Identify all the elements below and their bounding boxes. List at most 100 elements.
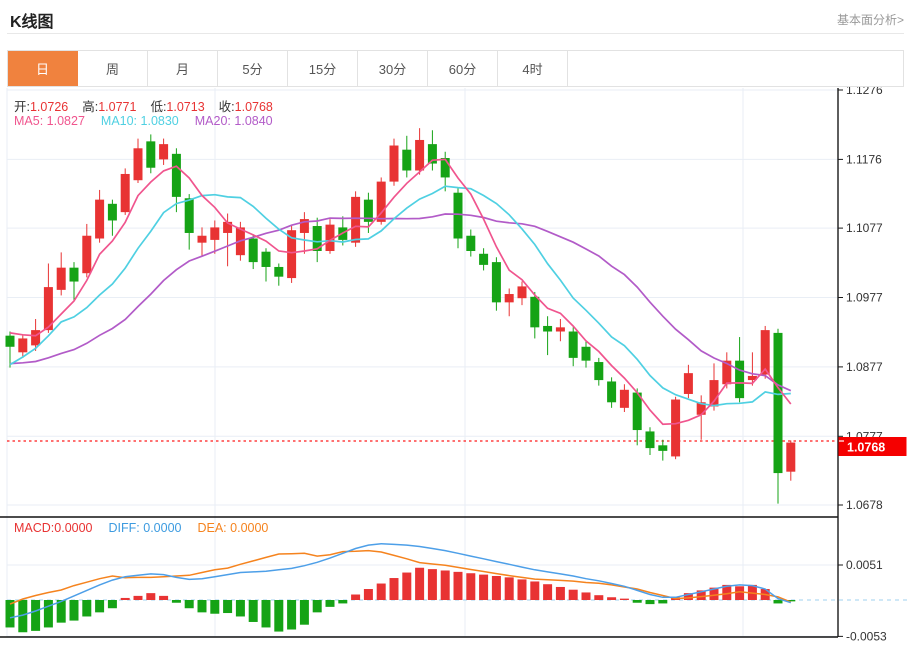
header-divider xyxy=(7,33,904,34)
price-axis-label: 1.0877 xyxy=(846,360,883,374)
macd-histogram-bar xyxy=(31,600,41,631)
macd-axis-label: -0.0053 xyxy=(846,629,887,643)
ma20-readout: MA20: 1.0840 xyxy=(194,114,273,128)
tab-30min[interactable]: 30分 xyxy=(358,51,428,86)
candle-body xyxy=(722,360,732,385)
macd-histogram-bar xyxy=(197,600,207,613)
macd-histogram-bar xyxy=(389,578,399,600)
macd-histogram-bar xyxy=(363,589,373,600)
open-label: 开: xyxy=(14,100,30,114)
candle-body xyxy=(223,221,233,233)
macd-histogram-bar xyxy=(5,600,15,628)
candle-body xyxy=(56,267,66,290)
candle-body xyxy=(376,181,386,222)
macd-histogram-bar xyxy=(658,600,668,604)
macd-histogram-bar xyxy=(466,573,476,600)
candle-body xyxy=(543,325,553,332)
candle-body xyxy=(415,139,425,171)
price-axis-label: 1.1077 xyxy=(846,221,883,235)
macd-histogram-bar xyxy=(453,571,463,600)
candle-body xyxy=(504,294,514,303)
candle-body xyxy=(427,144,437,164)
tab-4hour[interactable]: 4时 xyxy=(498,51,568,86)
macd-histogram-bar xyxy=(786,600,796,602)
macd-histogram-bar xyxy=(773,600,783,604)
candle-body xyxy=(632,392,642,431)
macd-histogram-bar xyxy=(43,600,53,628)
candle-body xyxy=(107,203,117,221)
interval-tabbar: 日周月 5分 15分 30分 60分 4时 xyxy=(7,50,904,87)
macd-histogram-bar xyxy=(325,600,335,607)
macd-histogram-bar xyxy=(504,577,514,600)
fundamental-analysis-link[interactable]: 基本面分析> xyxy=(836,13,904,27)
candle-body xyxy=(607,381,617,403)
macd-histogram-bar xyxy=(184,600,194,609)
candle-body xyxy=(120,173,130,213)
macd-histogram-bar xyxy=(440,570,450,600)
tab-week[interactable]: 周 xyxy=(78,51,148,86)
tab-60min[interactable]: 60分 xyxy=(428,51,498,86)
candle-body xyxy=(786,442,796,472)
candle-body xyxy=(389,145,399,182)
candle-body xyxy=(440,158,450,178)
tab-month[interactable]: 月 xyxy=(148,51,218,86)
ma5-readout: MA5: 1.0827 xyxy=(14,114,85,128)
candle-body xyxy=(594,362,604,381)
candle-body xyxy=(683,373,693,394)
macd-histogram-bar xyxy=(95,600,105,613)
price-axis-label: 1.0678 xyxy=(846,498,883,512)
high-label: 高: xyxy=(82,100,99,114)
candle-body xyxy=(248,238,258,263)
tab-15min[interactable]: 15分 xyxy=(288,51,358,86)
macd-histogram-bar xyxy=(120,597,130,600)
candle-body xyxy=(491,262,501,303)
candle-body xyxy=(402,149,412,171)
diff-readout: DIFF: 0.0000 xyxy=(108,521,182,535)
candle-body xyxy=(159,144,169,160)
ma-legend: MA5: 1.0827 MA10: 1.0830 MA20: 1.0840 xyxy=(14,114,273,128)
macd-histogram-bar xyxy=(402,572,412,600)
candle-body xyxy=(530,296,540,328)
macd-histogram-bar xyxy=(619,598,629,600)
diff-line xyxy=(9,542,792,619)
tab-5min[interactable]: 5分 xyxy=(218,51,288,86)
macd-histogram-bar xyxy=(223,600,233,614)
macd-histogram-bar xyxy=(427,569,437,600)
macd-readout: MACD:0.0000 xyxy=(14,521,93,535)
macd-histogram-bar xyxy=(709,587,719,600)
last-price-tag-value: 1.0768 xyxy=(847,441,885,455)
candle-body xyxy=(747,375,757,381)
macd-histogram-bar xyxy=(543,584,553,600)
open-value: 1.0726 xyxy=(29,100,69,114)
last-price-tag xyxy=(838,437,907,456)
page-title: K线图 xyxy=(10,14,54,31)
candle-body xyxy=(658,445,668,451)
close-value: 1.0768 xyxy=(234,100,273,114)
ma5-line xyxy=(9,158,792,426)
macd-histogram-bar xyxy=(210,600,220,614)
candle-body xyxy=(43,287,53,331)
macd-histogram-bar xyxy=(133,595,143,600)
candle-body xyxy=(95,199,105,239)
macd-histogram-bar xyxy=(274,600,284,632)
candle-body xyxy=(517,286,527,299)
dea-line xyxy=(9,549,792,605)
candle-body xyxy=(18,338,28,353)
macd-histogram-bar xyxy=(82,600,92,617)
candle-body xyxy=(325,224,335,252)
candle-body xyxy=(709,380,719,407)
candle-body xyxy=(274,266,284,277)
candle-body xyxy=(312,226,322,252)
macd-histogram-bar xyxy=(338,600,348,604)
candle-body xyxy=(184,198,194,233)
candle-body xyxy=(299,219,309,233)
macd-histogram-bar xyxy=(69,600,79,621)
macd-histogram-bar xyxy=(312,600,322,613)
tab-day[interactable]: 日 xyxy=(8,51,78,86)
candle-body xyxy=(171,153,181,197)
candle-body xyxy=(760,330,770,375)
macd-histogram-bar xyxy=(287,600,297,630)
macd-histogram-bar xyxy=(594,595,604,600)
